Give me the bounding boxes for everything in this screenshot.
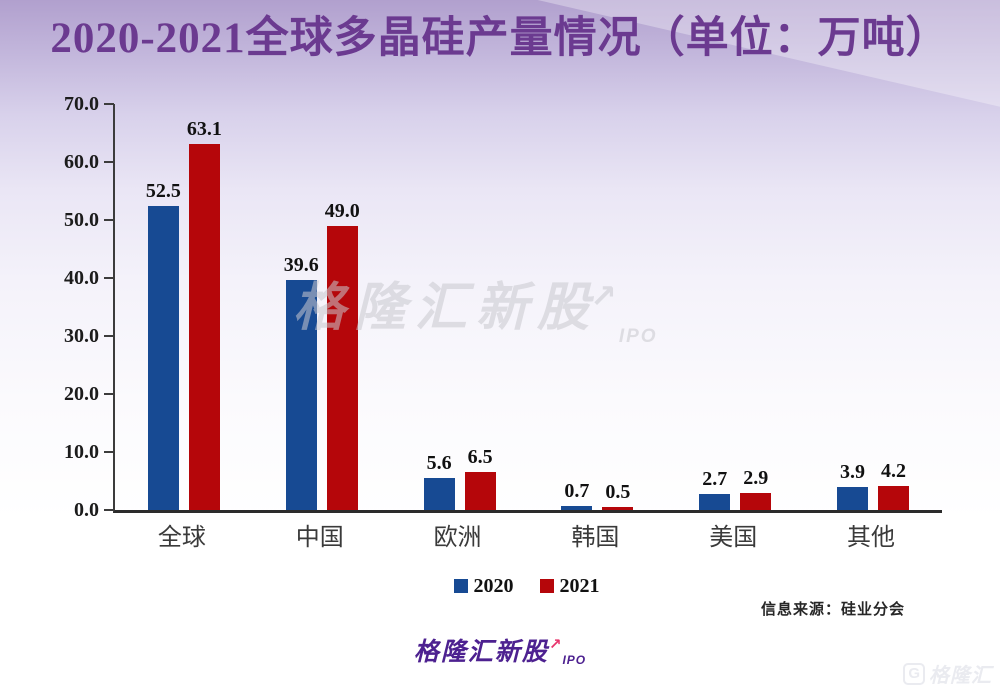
bar-2020-欧洲	[423, 477, 455, 510]
y-axis-label: 30.0	[64, 325, 99, 347]
bar-2021-美国	[740, 493, 772, 510]
value-label-2021-中国: 49.0	[324, 199, 360, 222]
bar-2021-其他	[878, 485, 910, 510]
bar-group-全球: 52.5 63.1	[115, 104, 253, 510]
bar-2020-全球	[147, 205, 179, 510]
bar-group-中国: 39.6 49.0	[253, 104, 391, 510]
y-axis-label: 60.0	[64, 151, 99, 173]
x-axis-category-labels: 全球 中国 欧洲 韩国 美国 其他	[113, 524, 940, 553]
chart-title: 2020-2021全球多晶硅产量情况（单位：万吨）	[50, 15, 950, 62]
source-note: 信息来源：硅业分会	[760, 602, 905, 618]
value-label-2020-欧洲: 5.6	[426, 451, 452, 474]
bar-2020-韩国	[561, 505, 593, 510]
legend-item-2021: 2021	[539, 575, 600, 597]
legend-label-2021: 2021	[559, 575, 600, 597]
bar-column-2020-欧洲: 5.6	[423, 104, 455, 510]
bar-2021-全球	[188, 144, 220, 510]
corner-logo-text: 格隆汇	[929, 665, 992, 687]
value-label-2021-美国: 2.9	[743, 467, 769, 490]
category-label-中国: 中国	[295, 525, 344, 551]
bar-group-美国: 2.7 2.9	[666, 104, 804, 510]
footer-logo-arrow-icon: ↗	[548, 636, 562, 653]
bar-2020-美国	[699, 494, 731, 510]
footer-logo-text: 格隆汇新股	[413, 638, 549, 666]
value-label-2021-韩国: 0.5	[605, 481, 631, 504]
bar-column-2020-美国: 2.7	[699, 104, 731, 510]
bar-group-其他: 3.9 4.2	[804, 104, 942, 510]
bar-column-2021-其他: 4.2	[878, 104, 910, 510]
footer-logo-ipo-label: IPO	[562, 653, 587, 667]
bar-column-2021-美国: 2.9	[740, 104, 772, 510]
bar-column-2020-中国: 39.6	[283, 104, 319, 510]
category-label-全球: 全球	[157, 525, 206, 551]
bar-column-2020-其他: 3.9	[837, 104, 869, 510]
y-axis-tick	[104, 219, 114, 221]
bar-group-韩国: 0.7 0.5	[528, 104, 666, 510]
bar-column-2021-韩国: 0.5	[602, 104, 634, 510]
y-axis-label: 20.0	[64, 383, 99, 406]
y-axis-label: 10.0	[64, 441, 99, 464]
y-axis-label: 40.0	[64, 267, 99, 290]
legend: 2020 2021	[113, 576, 940, 596]
bar-column-2021-中国: 49.0	[324, 104, 360, 510]
plot-area: 52.5 63.1 39.6 49.0 5.6 6.5 0.7 0.5 2.7 2.9 3.9 4.2…	[64, 93, 942, 521]
y-axis-tick	[104, 451, 114, 454]
category-label-韩国: 韩国	[571, 525, 620, 551]
category-label-美国: 美国	[709, 525, 758, 551]
value-label-2021-全球: 63.1	[186, 118, 222, 141]
legend-swatch-2020	[453, 579, 468, 593]
value-label-2021-其他: 4.2	[881, 459, 907, 482]
value-label-2020-美国: 2.7	[702, 468, 728, 491]
value-label-2020-其他: 3.9	[840, 461, 866, 484]
bar-column-2021-欧洲: 6.5	[464, 104, 496, 510]
bar-column-2020-全球: 52.5	[145, 104, 181, 510]
bar-2021-韩国	[602, 507, 634, 510]
y-axis-label: 0.0	[74, 499, 99, 521]
bar-groups: 52.5 63.1 39.6 49.0 5.6 6.5 0.7 0.5 2.7 2.9 3.9 4.2	[115, 104, 942, 510]
corner-logo-g-icon: G	[903, 662, 925, 685]
bar-2020-其他	[837, 487, 869, 510]
y-axis-label: 50.0	[64, 209, 99, 231]
category-label-其他: 其他	[847, 525, 896, 551]
y-axis-tick	[104, 103, 114, 105]
legend-swatch-2021	[539, 579, 554, 593]
bar-2021-欧洲	[464, 472, 496, 510]
category-label-欧洲: 欧洲	[433, 525, 482, 551]
y-axis-tick	[104, 393, 114, 396]
value-label-2021-欧洲: 6.5	[467, 446, 493, 469]
bar-2020-中国	[285, 280, 317, 510]
legend-item-2020: 2020	[453, 575, 514, 597]
bar-2021-中国	[326, 225, 358, 510]
bar-group-欧洲: 5.6 6.5	[391, 104, 529, 510]
y-axis-tick	[104, 161, 114, 163]
y-axis-label: 70.0	[64, 93, 99, 115]
value-label-2020-全球: 52.5	[145, 179, 181, 202]
y-axis-tick	[104, 277, 114, 280]
y-axis-tick	[104, 509, 114, 511]
y-axis-tick	[104, 335, 114, 337]
value-label-2020-韩国: 0.7	[564, 479, 590, 502]
legend-label-2020: 2020	[473, 575, 514, 597]
bar-column-2020-韩国: 0.7	[561, 104, 593, 510]
value-label-2020-中国: 39.6	[283, 254, 319, 277]
footer-logo-gelonghui: 格隆汇新股 ↗ IPO	[0, 636, 1000, 667]
corner-logo-gelonghui: G 格隆汇	[903, 659, 992, 688]
bar-column-2021-全球: 63.1	[186, 104, 222, 510]
